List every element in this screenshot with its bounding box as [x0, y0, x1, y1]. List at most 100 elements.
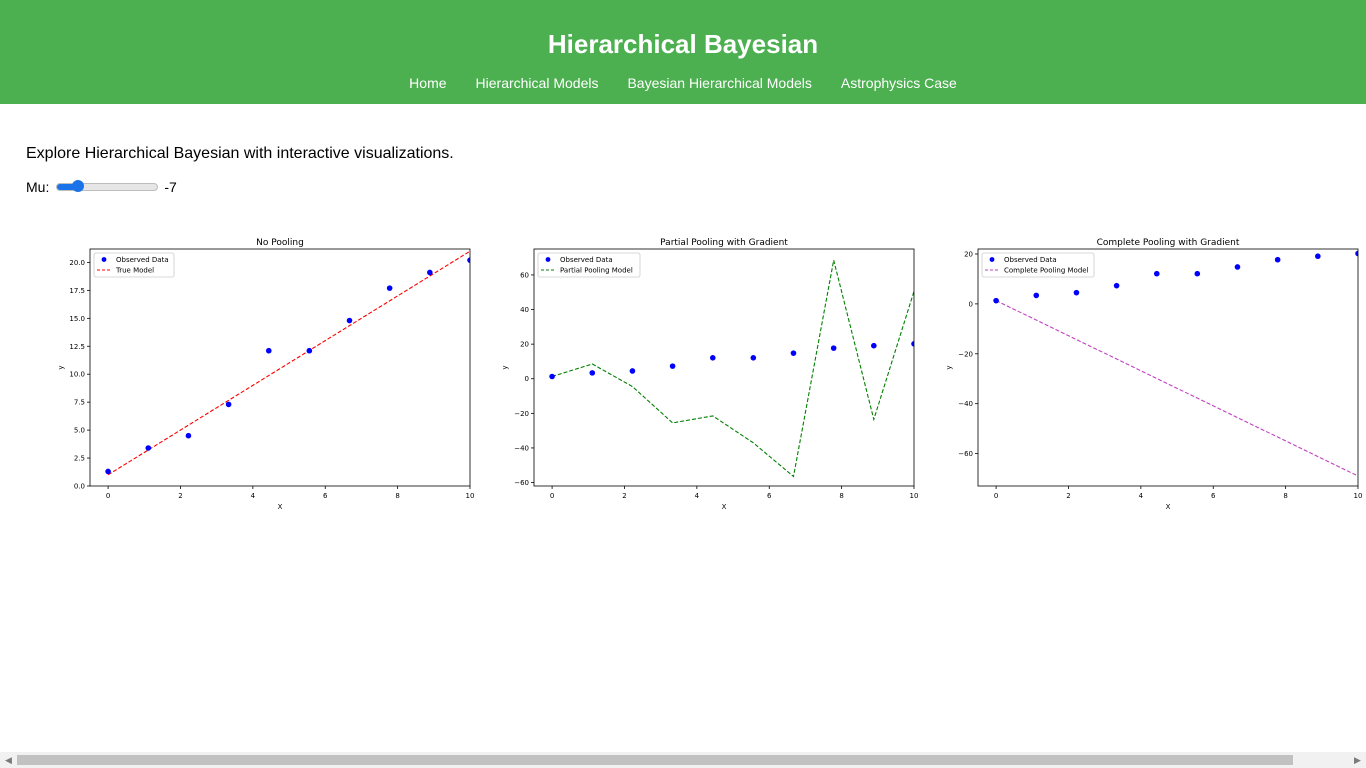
legend-label: Partial Pooling Model [560, 267, 633, 275]
data-point [1153, 270, 1160, 277]
scrollbar-thumb[interactable] [17, 755, 1293, 765]
data-point [1315, 253, 1321, 260]
site-title: Hierarchical Bayesian [547, 29, 819, 59]
data-point [1073, 289, 1080, 296]
scroll-right-icon[interactable]: ▶ [1354, 755, 1361, 765]
mu-slider[interactable] [56, 180, 159, 192]
y-tick-label: 2.5 [74, 455, 85, 463]
axes-frame [977, 248, 1359, 487]
y-tick-label: 60 [520, 271, 529, 279]
y-tick-label: 0 [969, 300, 973, 308]
chart-partial-pooling: Partial Pooling with Gradient 0 2 4 6 8 10 −60 −… [494, 232, 954, 512]
nav-home[interactable]: Home [409, 75, 447, 91]
y-tick-label: 0.0 [74, 483, 85, 491]
y-tick-label: 15.0 [69, 315, 85, 323]
x-axis-label: X [722, 503, 727, 511]
chart-complete-pooling: Complete Pooling with Gradient 0 2 4 6 8 10 −60… [938, 232, 1366, 512]
data-point [871, 342, 877, 349]
data-point [790, 350, 797, 356]
nav-hierarchical-models[interactable]: Hierarchical Models [475, 75, 599, 91]
data-point [549, 373, 555, 380]
data-point [346, 317, 353, 324]
y-tick-label: 12.5 [69, 343, 85, 351]
x-axis-label: X [278, 503, 283, 511]
x-tick-label: 10 [466, 492, 475, 500]
data-point [467, 257, 470, 263]
x-tick-label: 0 [994, 492, 998, 500]
x-tick-label: 4 [1139, 492, 1144, 500]
y-tick-label: −40 [958, 400, 973, 408]
y-axis-label: y [501, 365, 509, 369]
plot-area [993, 250, 1358, 477]
x-tick-label: 10 [910, 492, 919, 500]
chart-title: Partial Pooling with Gradient [660, 238, 788, 248]
axes-frame [533, 248, 915, 487]
mu-slider-fill [57, 184, 79, 190]
data-point [306, 347, 313, 354]
x-tick-label: 8 [395, 492, 399, 500]
plot-area [105, 250, 470, 476]
y-tick-label: −20 [514, 410, 529, 418]
x-tick-label: 0 [550, 492, 554, 500]
nav-astrophysics-case[interactable]: Astrophysics Case [840, 75, 957, 91]
x-tick-label: 8 [1283, 492, 1287, 500]
x-tick-label: 6 [1211, 492, 1216, 500]
legend-box [981, 252, 1095, 278]
data-point [386, 285, 393, 291]
x-tick-label: 4 [695, 492, 700, 500]
legend-box [537, 252, 641, 278]
plot-area [549, 260, 914, 478]
x-axis-label: X [1166, 503, 1171, 511]
data-point [1274, 256, 1281, 263]
data-point [993, 297, 999, 304]
model-line [551, 260, 914, 478]
chart-no-pooling: No Pooling 0 2 4 6 8 10 0.0 2.5 5.0 7.5 10.0 12.5 15.… [50, 232, 510, 512]
chart-complete-pooling-svg: Complete Pooling with Gradient 0 2 4 6 8 10 −60… [945, 238, 1363, 511]
mu-slider-row: Mu: -7 [26, 179, 177, 195]
model-line [107, 250, 470, 476]
legend-box [93, 252, 175, 278]
data-point [1113, 282, 1120, 289]
chart-title: No Pooling [256, 238, 304, 248]
y-tick-label: −20 [958, 350, 973, 358]
x-tick-label: 0 [106, 492, 110, 500]
data-point [185, 432, 192, 439]
data-point [589, 370, 596, 376]
main-nav: Home Hierarchical Models Bayesian Hierar… [0, 75, 1366, 91]
y-tick-label: 7.5 [74, 399, 85, 407]
chart-no-pooling-svg: No Pooling 0 2 4 6 8 10 0.0 2.5 5.0 7.5 10.0 12.5 15.… [57, 238, 475, 511]
data-point [1234, 264, 1241, 270]
intro-text: Explore Hierarchical Bayesian with inter… [26, 145, 454, 162]
axes-frame [89, 248, 471, 487]
y-tick-label: 40 [520, 306, 529, 314]
data-point [911, 341, 914, 347]
mu-label: Mu: [26, 179, 50, 195]
mu-slider-thumb[interactable] [72, 180, 85, 192]
y-tick-label: −60 [958, 450, 973, 458]
legend-marker [545, 257, 551, 262]
x-tick-label: 6 [323, 492, 328, 500]
y-tick-label: 20 [520, 341, 529, 349]
data-point [830, 345, 837, 351]
y-tick-label: 20 [964, 250, 973, 258]
y-tick-label: 5.0 [74, 427, 85, 435]
model-line [995, 300, 1358, 477]
y-tick-label: −60 [514, 479, 529, 487]
x-tick-label: 10 [1354, 492, 1363, 500]
data-point [1355, 250, 1358, 257]
legend-label: Complete Pooling Model [1004, 267, 1089, 275]
x-tick-label: 8 [839, 492, 843, 500]
y-tick-label: −40 [514, 444, 529, 452]
data-point [750, 355, 757, 361]
x-tick-label: 2 [1066, 492, 1070, 500]
x-tick-label: 4 [251, 492, 256, 500]
scroll-left-icon[interactable]: ◀ [5, 755, 12, 765]
data-point [1033, 292, 1040, 299]
legend-label: True Model [115, 267, 154, 275]
legend-label: Observed Data [116, 256, 169, 264]
data-point [709, 355, 716, 361]
legend-marker [989, 257, 995, 262]
nav-bayesian-hierarchical-models[interactable]: Bayesian Hierarchical Models [627, 75, 812, 91]
data-point [145, 445, 152, 451]
horizontal-scrollbar[interactable]: ◀ ▶ [0, 752, 1366, 768]
